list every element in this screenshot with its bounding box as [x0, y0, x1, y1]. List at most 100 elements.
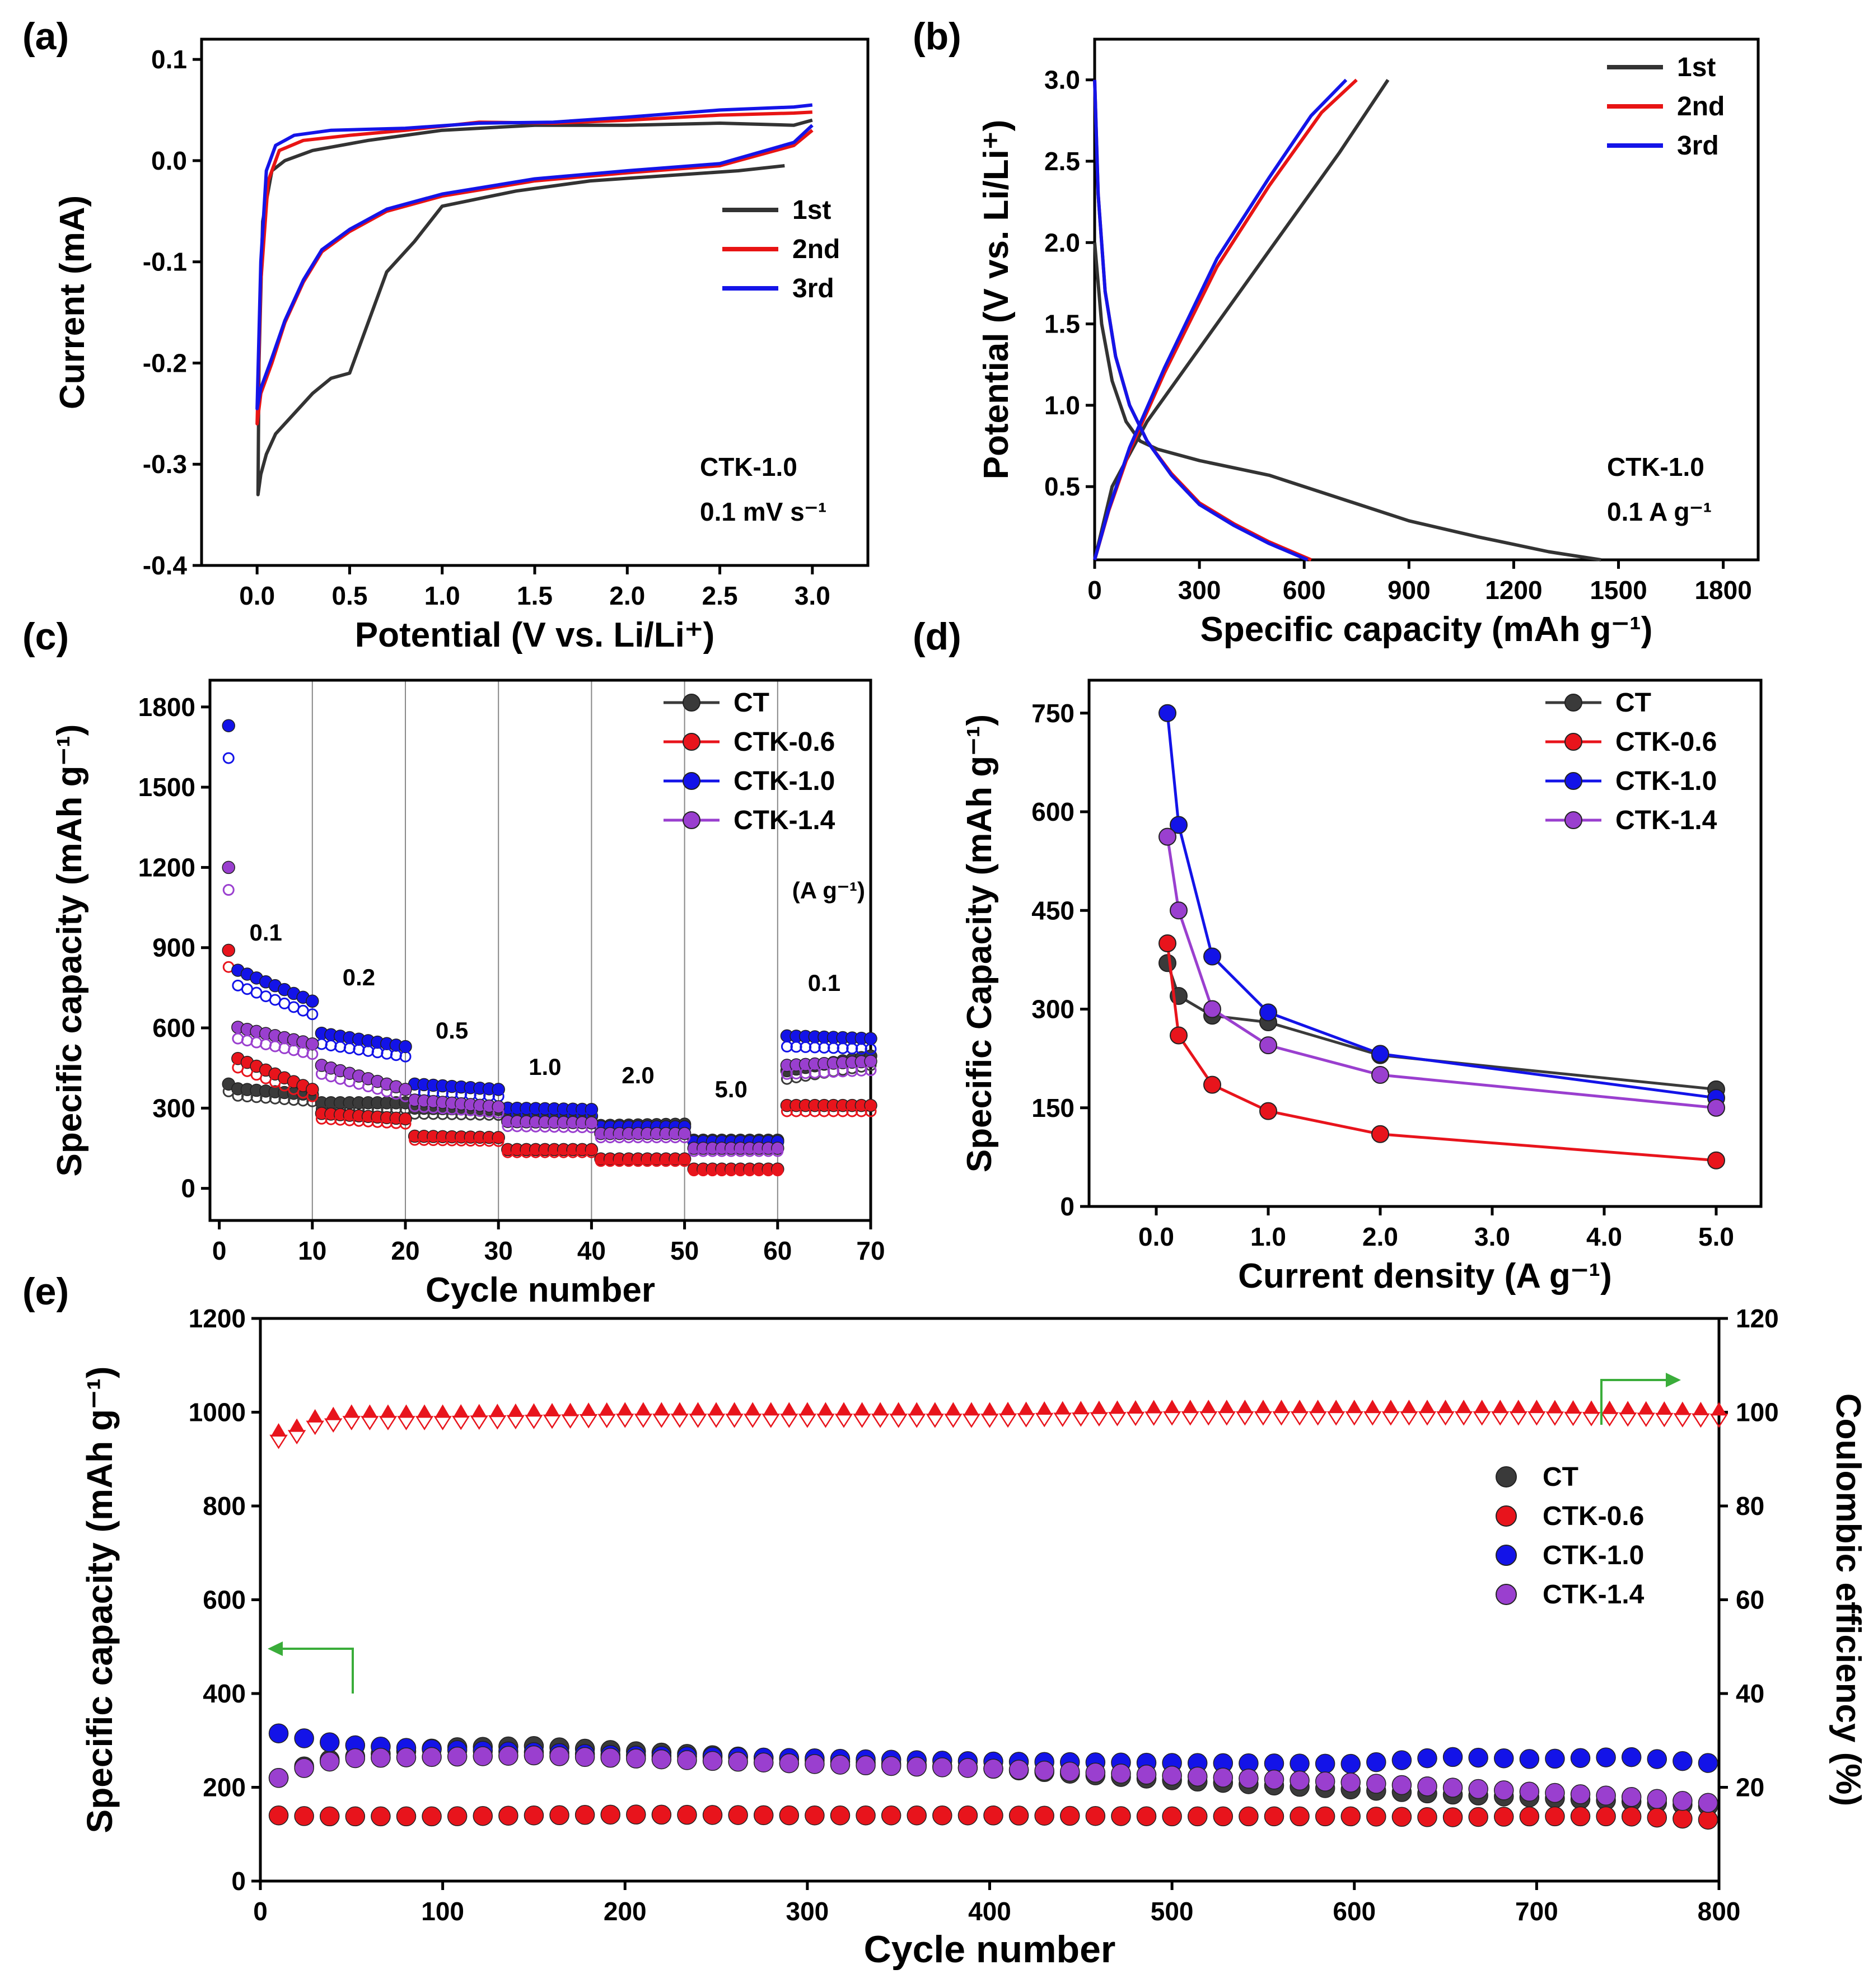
y-tick-label: 1000 — [189, 1398, 246, 1427]
capacity-point-CTK-1.4 — [728, 1752, 748, 1772]
ce-marker-open — [579, 1414, 598, 1429]
chart-panel-c: 0 10 20 30 40 50 60 70 0 300 600 900 1200 1500 1800 Cyc… — [50, 679, 885, 1309]
capacity-point-CTK-1.4 — [651, 1749, 672, 1770]
ce-marker — [763, 1402, 779, 1416]
capacity-point-CTK-1.4 — [907, 1756, 927, 1777]
legend-label: 2nd — [792, 235, 840, 264]
chart-panel-d: 0.0 1.0 2.0 3.0 4.0 5.0 0 150 300 450 600 750 Curren… — [960, 679, 1763, 1295]
ce-marker — [1510, 1400, 1526, 1414]
capacity-point-CTK-1.0 — [1673, 1751, 1693, 1771]
annotation-scan-rate: 0.1 mV s⁻¹ — [700, 497, 826, 526]
panel-label-c: (c) — [22, 615, 69, 658]
y-tick-label: 1200 — [138, 853, 195, 882]
ce-marker-open — [1162, 1411, 1181, 1426]
capacity-point-CTK-1.4 — [626, 1748, 646, 1769]
ce-marker-open — [433, 1416, 452, 1430]
legend-label: CTK-0.6 — [734, 727, 835, 757]
y-axis-title: Specific Capacity (mAh g⁻¹) — [960, 714, 999, 1172]
cv-curve-1st — [256, 118, 813, 497]
capacity-point-CTK-1.4 — [600, 1748, 620, 1768]
y-axis-title: Specific capacity (mAh g⁻¹) — [50, 724, 89, 1177]
capacity-point-CTK-0.6 — [1494, 1807, 1514, 1827]
data-point-open-CTK-0.6 — [585, 1146, 597, 1158]
capacity-point-CTK-1.4 — [1340, 1772, 1361, 1793]
data-point-CTK-1.4 — [1259, 1036, 1277, 1055]
capacity-point-CTK-0.6 — [983, 1805, 1003, 1826]
capacity-point-CTK-1.4 — [268, 1768, 289, 1788]
chart-panel-b: 0 300 600 900 1200 1500 1800 0.5 1.0 1.5 2.0 2.5 3.0… — [977, 38, 1760, 649]
capacity-point-CTK-0.6 — [957, 1805, 978, 1826]
x-tick-label: 1800 — [1694, 576, 1751, 605]
capacity-point-CTK-0.6 — [268, 1805, 289, 1826]
capacity-point-CTK-1.4 — [830, 1755, 851, 1775]
cv-curve-3rd — [255, 103, 814, 410]
ce-marker-open — [670, 1414, 689, 1428]
x-tick-label: 600 — [1333, 1897, 1376, 1926]
y-tick-label: 1800 — [138, 693, 195, 722]
data-point-CTK-1.4 — [1707, 1098, 1725, 1117]
ce-marker-open — [1527, 1411, 1546, 1426]
plot-frame — [200, 38, 870, 567]
data-point-open-CTK-1.0 — [353, 1044, 365, 1056]
y-tick-label: -0.4 — [143, 551, 188, 580]
legend-label: CTK-1.0 — [1615, 766, 1717, 796]
ce-marker — [1018, 1401, 1034, 1415]
y-tick-label: 3.0 — [1044, 66, 1080, 95]
legend-marker — [1496, 1505, 1517, 1527]
data-point-open-CTK-1.4 — [269, 1040, 281, 1053]
ce-marker — [1601, 1400, 1618, 1414]
data-point-CTK-1.0 — [1170, 816, 1188, 834]
capacity-point-CTK-1.4 — [345, 1748, 366, 1769]
capacity-point-CTK-0.6 — [856, 1805, 876, 1826]
y-tick-label: 0.1 — [151, 45, 187, 74]
capacity-point-CTK-1.4 — [1290, 1770, 1310, 1791]
y-tick-label: 600 — [1031, 797, 1075, 826]
capacity-point-CTK-1.4 — [881, 1756, 901, 1776]
x-tick-label: 100 — [421, 1897, 464, 1926]
rate-label: 5.0 — [715, 1076, 748, 1102]
capacity-point-CTK-0.6 — [1162, 1806, 1182, 1827]
ce-marker-open — [1564, 1411, 1582, 1426]
ce-marker — [817, 1402, 834, 1416]
capacity-point-CTK-1.0 — [1519, 1749, 1540, 1769]
ce-marker-open — [397, 1416, 415, 1430]
panel-label-b: (b) — [913, 15, 961, 58]
capacity-point-CTK-1.0 — [1698, 1753, 1718, 1773]
capacity-point-CTK-0.6 — [1621, 1806, 1642, 1827]
capacity-point-CTK-1.4 — [932, 1757, 952, 1777]
ce-marker — [1638, 1401, 1654, 1415]
ce-marker — [1656, 1401, 1673, 1415]
data-point-CTK-1.0 — [306, 994, 319, 1008]
annotation-current: 0.1 A g⁻¹ — [1607, 497, 1712, 526]
x-tick-label: 5.0 — [1698, 1222, 1734, 1251]
capacity-point-CTK-1.0 — [1494, 1748, 1514, 1769]
x-tick-label: 70 — [856, 1236, 885, 1265]
ce-marker-open — [1509, 1411, 1528, 1426]
ce-marker — [1164, 1400, 1180, 1414]
data-point-open-CTK-1.4 — [492, 1106, 504, 1119]
x-tick-label: 3.0 — [795, 581, 830, 610]
ce-marker — [270, 1423, 287, 1437]
y-axis-title: Current (mA) — [53, 195, 92, 409]
y-tick-label: 300 — [152, 1093, 195, 1122]
capacity-point-CTK-1.4 — [779, 1753, 800, 1774]
legend-marker — [1564, 733, 1582, 751]
data-point-open-CTK-0.6 — [492, 1135, 504, 1147]
capacity-point-CTK-0.6 — [1673, 1808, 1693, 1829]
capacity-point-CTK-1.0 — [319, 1732, 340, 1752]
ce-marker-open — [1181, 1411, 1199, 1426]
capacity-point-CTK-0.6 — [1187, 1806, 1208, 1827]
ce-marker-open — [1400, 1411, 1418, 1426]
x-axis-title: Current density (A g⁻¹) — [1238, 1257, 1612, 1295]
x-tick-label: 600 — [1283, 576, 1326, 605]
data-point-CTK-0.6 — [492, 1131, 505, 1144]
capacity-point-CTK-1.4 — [1391, 1775, 1412, 1795]
panel-label-a: (a) — [22, 15, 69, 58]
ce-marker — [726, 1402, 742, 1416]
ce-marker — [708, 1402, 725, 1416]
x-tick-label: 900 — [1388, 576, 1431, 605]
ce-marker — [1091, 1400, 1107, 1414]
ce-marker-open — [1090, 1412, 1109, 1427]
y-tick-label: 1.5 — [1044, 310, 1080, 339]
ce-marker — [1182, 1400, 1198, 1414]
